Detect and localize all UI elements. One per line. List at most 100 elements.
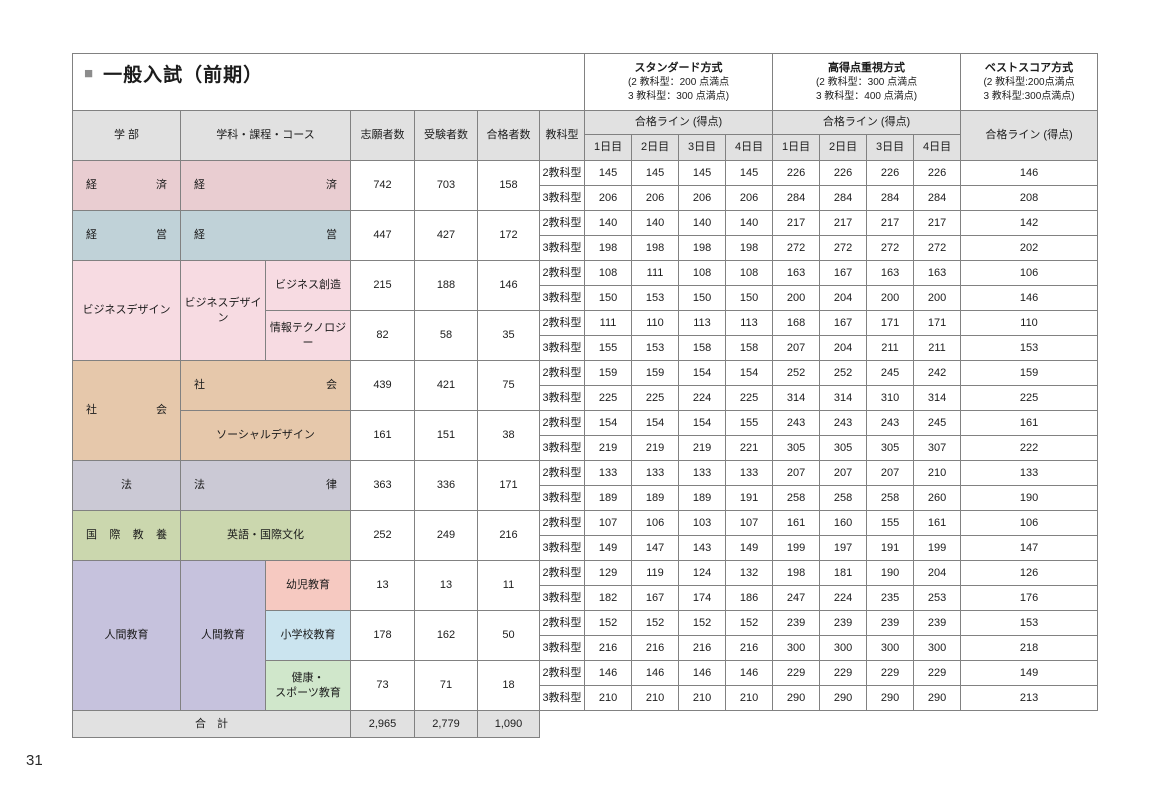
standard-score-cell: 146 — [725, 660, 774, 686]
bestscore-cell: 147 — [960, 535, 1099, 561]
standard-score-cell: 189 — [631, 485, 680, 511]
highscore-score-cell: 252 — [772, 360, 821, 386]
table-row: 小学校教育 178 162 50 2教科型 152 152 152 152 239 239 239 23… — [73, 610, 1099, 661]
subject-type-cell: 3教科型 — [538, 535, 586, 561]
method-standard-name: スタンダード方式 — [634, 61, 723, 74]
highscore-score-cell: 239 — [866, 610, 915, 636]
highscore-score-cell: 290 — [866, 685, 915, 711]
header-faculty: 学 部 — [72, 110, 181, 161]
standard-score-cell: 140 — [631, 210, 680, 236]
header-day1: 1日目 — [584, 134, 633, 161]
highscore-score-cell: 161 — [772, 510, 821, 536]
bestscore-cell: 133 — [960, 460, 1099, 486]
highscore-score-cell: 199 — [772, 535, 821, 561]
examinees-cell: 58 — [414, 310, 478, 361]
examinees-cell: 249 — [414, 510, 478, 561]
standard-score-cell: 152 — [725, 610, 774, 636]
standard-score-cell: 158 — [725, 335, 774, 361]
page-number: 31 — [26, 752, 43, 769]
department-cell: 社会 — [180, 360, 351, 411]
course-cell: 健康・ スポーツ教育 — [265, 660, 351, 711]
header-department: 学科・課程・コース — [180, 110, 351, 161]
standard-score-cell: 145 — [725, 160, 774, 186]
table-row: 情報テクノロジー 82 58 35 2教科型 111 110 113 113 168 167 171 1… — [73, 310, 1099, 361]
accepted-cell: 158 — [477, 160, 540, 211]
examinees-cell: 151 — [414, 410, 478, 461]
subject-type-cell: 3教科型 — [538, 285, 586, 311]
highscore-score-cell: 314 — [819, 385, 868, 411]
highscore-score-cell: 272 — [772, 235, 821, 261]
highscore-score-cell: 181 — [819, 560, 868, 586]
bestscore-cell: 126 — [960, 560, 1099, 586]
accepted-cell: 216 — [477, 510, 540, 561]
highscore-score-cell: 204 — [913, 560, 962, 586]
highscore-score-cell: 272 — [819, 235, 868, 261]
applicants-cell: 447 — [350, 210, 415, 261]
subject-type-cell: 2教科型 — [538, 410, 586, 436]
standard-score-cell: 133 — [584, 460, 633, 486]
highscore-score-cell: 290 — [913, 685, 962, 711]
applicants-cell: 742 — [350, 160, 415, 211]
course-cell: 情報テクノロジー — [265, 310, 351, 361]
standard-score-cell: 132 — [725, 560, 774, 586]
table-row: 3教科型 206 206 206 206 284 284 284 284 208 — [73, 185, 1099, 211]
standard-score-cell: 107 — [584, 510, 633, 536]
standard-score-cell: 140 — [678, 210, 727, 236]
highscore-score-cell: 314 — [913, 385, 962, 411]
standard-score-cell: 152 — [584, 610, 633, 636]
highscore-score-cell: 217 — [819, 210, 868, 236]
standard-score-cell: 186 — [725, 585, 774, 611]
accepted-cell: 35 — [477, 310, 540, 361]
applicants-cell: 82 — [350, 310, 415, 361]
applicants-cell: 215 — [350, 260, 415, 311]
subject-type-cell: 2教科型 — [538, 160, 586, 186]
standard-score-cell: 210 — [584, 685, 633, 711]
standard-score-cell: 224 — [678, 385, 727, 411]
applicants-cell: 73 — [350, 660, 415, 711]
standard-score-cell: 143 — [678, 535, 727, 561]
method-bestscore-detail: (2 教科型:200点満点 — [983, 77, 1075, 89]
standard-score-cell: 225 — [631, 385, 680, 411]
standard-score-cell: 103 — [678, 510, 727, 536]
standard-score-cell: 147 — [631, 535, 680, 561]
subject-type-cell: 3教科型 — [538, 385, 586, 411]
highscore-score-cell: 239 — [913, 610, 962, 636]
highscore-score-cell: 229 — [819, 660, 868, 686]
highscore-score-cell: 161 — [913, 510, 962, 536]
header-applicants: 志願者数 — [350, 110, 415, 161]
header-day3: 3日目 — [866, 134, 915, 161]
column-header-row: 学 部 学科・課程・コース 志願者数 受験者数 合格者数 教科型 合格ライン (… — [72, 110, 1099, 161]
standard-score-cell: 182 — [584, 585, 633, 611]
department-cell: 経済 — [180, 160, 351, 211]
standard-score-cell: 140 — [584, 210, 633, 236]
header-day1: 1日目 — [772, 134, 821, 161]
highscore-score-cell: 243 — [819, 410, 868, 436]
highscore-score-cell: 258 — [819, 485, 868, 511]
standard-score-cell: 206 — [584, 185, 633, 211]
subject-type-cell: 3教科型 — [538, 335, 586, 361]
standard-score-cell: 210 — [725, 685, 774, 711]
standard-score-cell: 225 — [725, 385, 774, 411]
examinees-cell: 162 — [414, 610, 478, 661]
standard-score-cell: 110 — [631, 310, 680, 336]
standard-score-cell: 152 — [678, 610, 727, 636]
standard-score-cell: 113 — [725, 310, 774, 336]
bestscore-cell: 176 — [960, 585, 1099, 611]
header-passline-standard: 合格ライン (得点) — [584, 110, 774, 135]
header-day2: 2日目 — [819, 134, 868, 161]
bestscore-cell: 146 — [960, 160, 1099, 186]
highscore-score-cell: 211 — [913, 335, 962, 361]
table-row: 3教科型 189 189 189 191 258 258 258 260 190 — [73, 485, 1099, 511]
highscore-score-cell: 163 — [913, 260, 962, 286]
highscore-score-cell: 211 — [866, 335, 915, 361]
standard-score-cell: 206 — [725, 185, 774, 211]
highscore-score-cell: 199 — [913, 535, 962, 561]
accepted-cell: 11 — [477, 560, 540, 611]
standard-score-cell: 159 — [631, 360, 680, 386]
highscore-score-cell: 300 — [866, 635, 915, 661]
header-subject-type: 教科型 — [538, 110, 586, 161]
highscore-score-cell: 217 — [772, 210, 821, 236]
standard-score-cell: 216 — [725, 635, 774, 661]
standard-score-cell: 206 — [631, 185, 680, 211]
standard-score-cell: 221 — [725, 435, 774, 461]
